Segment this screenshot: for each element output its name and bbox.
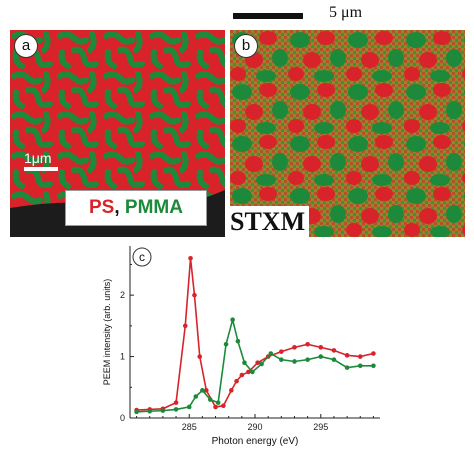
series-1-point	[371, 351, 376, 356]
series-2-point	[200, 388, 205, 393]
series-1-point	[221, 403, 226, 409]
series-1-point	[246, 369, 251, 375]
y-tick-label: 1	[120, 352, 125, 362]
x-tick-label: 295	[313, 422, 328, 432]
series-1-point	[204, 388, 209, 393]
series-1-point	[357, 354, 363, 359]
series-line-1	[136, 258, 374, 411]
panel-b-micrograph: b STXM	[230, 30, 465, 237]
panel-c-label: c	[139, 250, 145, 264]
series-2-point	[223, 341, 229, 347]
series-2-point	[235, 338, 241, 344]
chart-axes	[129, 246, 380, 419]
series-1-point	[188, 255, 193, 261]
series-1-point	[197, 354, 203, 359]
series-2-point	[344, 365, 350, 370]
x-axis-label: Photon energy (eV)	[212, 436, 299, 447]
series-1-point	[234, 378, 239, 384]
panel-a-label: a	[14, 34, 38, 58]
series-2-point	[331, 357, 337, 362]
series-1-point	[305, 341, 310, 347]
y-tick-label: 0	[120, 413, 125, 423]
series-2-point	[305, 357, 310, 362]
series-1-point	[192, 292, 197, 298]
x-tick-label: 285	[182, 422, 197, 432]
x-tick-label: 290	[247, 422, 262, 432]
panel-a-scale-line	[24, 167, 58, 171]
series-1-point	[344, 353, 350, 358]
series-2-point	[242, 360, 247, 366]
panel-a-micrograph: a 1μm PS, PMMA	[10, 30, 225, 237]
series-2-point	[230, 317, 235, 323]
series-2-point	[250, 369, 255, 375]
panel-b-label: b	[234, 34, 258, 58]
series-1-point	[292, 345, 297, 350]
series-2-point	[193, 394, 199, 399]
legend-pmma: PMMA	[124, 197, 183, 218]
panel-a-scale-bar: 1μm	[24, 150, 58, 171]
series-2-point	[371, 363, 376, 369]
legend-separator: ,	[114, 197, 120, 218]
series-2-point	[186, 404, 192, 410]
series-2-point	[259, 361, 264, 367]
series-1-point	[331, 348, 337, 353]
legend-ps-pmma: PS, PMMA	[65, 190, 207, 226]
series-1-point	[173, 400, 179, 405]
chart-series-layer	[134, 255, 376, 415]
series-1-point	[182, 323, 188, 329]
legend-ps: PS	[89, 197, 115, 218]
series-2-point	[292, 359, 297, 364]
series-1-point	[229, 388, 234, 393]
series-2-point	[134, 409, 139, 415]
panel-a-scale-label: 1μm	[24, 150, 52, 166]
series-1-point	[213, 404, 218, 410]
y-axis-label: PEEM intensity (arb. units)	[102, 279, 112, 386]
series-2-point	[160, 408, 166, 413]
series-2-point	[279, 357, 284, 362]
series-1-point	[279, 349, 284, 354]
panel-c-chart: 285 290 295 0 1 2 Photon energy (eV) PEEM inten…	[102, 246, 380, 447]
series-2-point	[147, 408, 153, 414]
scale-bar-line	[233, 13, 303, 19]
panel-c-label-circle	[132, 247, 152, 267]
series-1-point	[318, 345, 324, 350]
series-2-point	[357, 363, 363, 369]
chart-labels-layer: 285 290 295 0 1 2 Photon energy (eV) PEEM inten…	[102, 247, 328, 447]
panel-b-scale-label: 5 μm	[329, 4, 363, 21]
y-tick-label: 2	[120, 290, 125, 300]
panel-b-scale-bar: 5 μm	[233, 4, 468, 26]
series-2-point	[173, 407, 179, 412]
series-2-point	[207, 397, 213, 402]
series-2-point	[268, 351, 274, 356]
series-1-point	[239, 372, 245, 378]
series-2-point	[215, 400, 221, 405]
series-1-point	[255, 360, 260, 366]
stxm-label: STXM	[230, 206, 310, 237]
series-2-point	[318, 354, 324, 359]
panel-b-image	[230, 30, 465, 237]
